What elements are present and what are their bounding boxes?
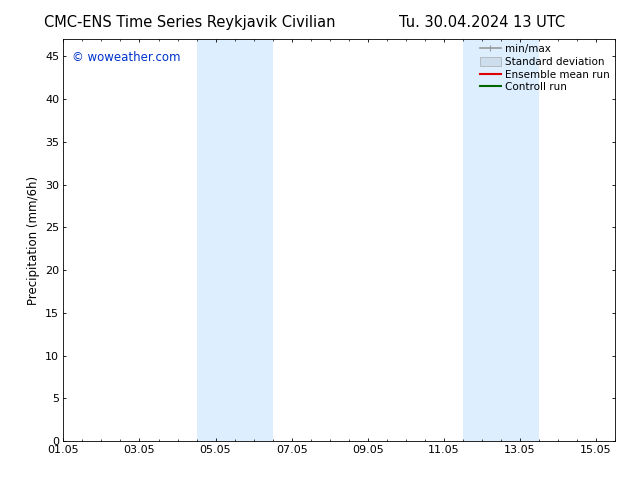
Bar <box>197 39 273 441</box>
Bar <box>463 39 539 441</box>
Y-axis label: Precipitation (mm/6h): Precipitation (mm/6h) <box>27 175 39 305</box>
Text: Tu. 30.04.2024 13 UTC: Tu. 30.04.2024 13 UTC <box>399 15 565 30</box>
Legend: min/max, Standard deviation, Ensemble mean run, Controll run: min/max, Standard deviation, Ensemble me… <box>480 45 610 92</box>
Text: © woweather.com: © woweather.com <box>72 51 180 64</box>
Text: CMC-ENS Time Series Reykjavik Civilian: CMC-ENS Time Series Reykjavik Civilian <box>44 15 336 30</box>
